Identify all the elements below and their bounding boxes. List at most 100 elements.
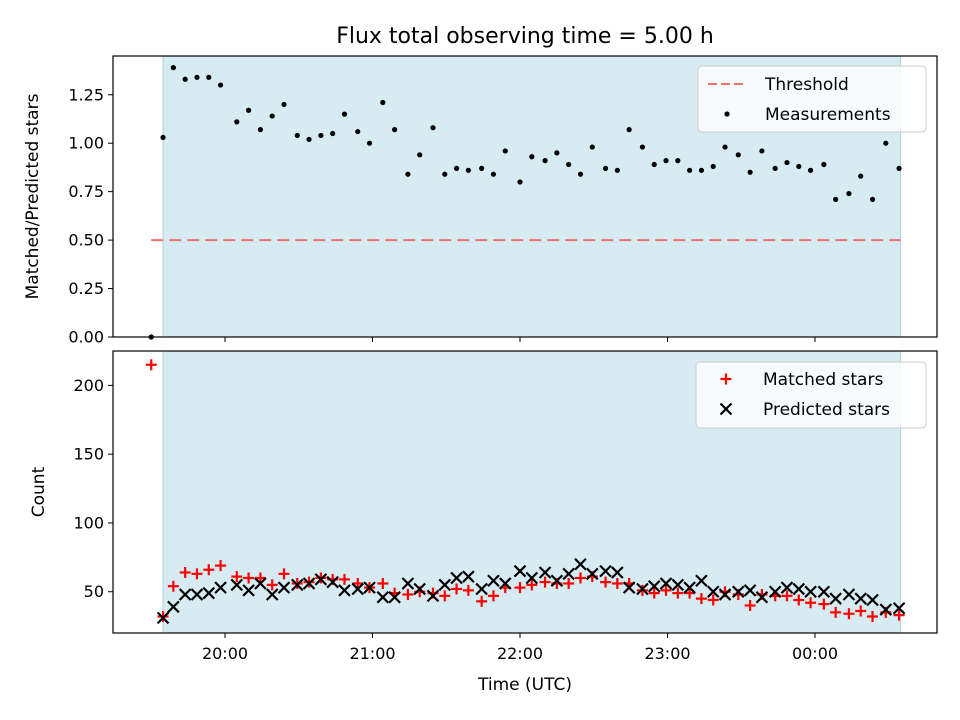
- predicted-star-point: [866, 593, 879, 607]
- y-tick-label: 0.00: [68, 328, 104, 347]
- predicted-star-point: [599, 564, 612, 578]
- top-panel: 0.00 0.25 0.50 0.75 1.00 1.25 Matched/Predict…: [23, 55, 938, 347]
- matched-star-point: [451, 583, 463, 595]
- predicted-star-point: [695, 574, 708, 588]
- x-tick-label: 21:00: [349, 644, 395, 663]
- predicted-star-point: [190, 588, 204, 601]
- measurement-point: [405, 171, 411, 177]
- matched-star-point: [600, 576, 612, 588]
- matched-star-point: [672, 587, 684, 599]
- predicted-star-point: [450, 571, 463, 585]
- y-tick-label: 100: [73, 513, 104, 532]
- top-axes-frame: [112, 55, 938, 338]
- measurement-point: [614, 167, 620, 173]
- matched-star-point: [648, 587, 660, 599]
- predicted-star-point: [413, 582, 426, 596]
- matched-star-point: [867, 610, 879, 622]
- bottom-y-ticks: 50 100 150 200: [73, 376, 113, 601]
- matched-star-point: [352, 577, 364, 589]
- predicted-star-point: [487, 574, 500, 588]
- matched-star-point: [179, 566, 191, 578]
- matched-star-point: [254, 572, 266, 584]
- measurement-point: [687, 167, 693, 173]
- measurement-point: [453, 165, 460, 171]
- predicted-star-point: [842, 588, 856, 601]
- matched-star-point: [781, 590, 793, 602]
- top-legend: Threshold Measurements: [697, 65, 927, 133]
- legend-predicted-swatch: [719, 402, 733, 416]
- measurement-point: [602, 165, 609, 171]
- x-tick-label: 22:00: [497, 644, 543, 663]
- predicted-star-point: [254, 577, 267, 590]
- predicted-star-point: [302, 577, 316, 590]
- measurement-point: [490, 171, 497, 177]
- predicted-star-point: [755, 590, 769, 604]
- measurement-point: [869, 196, 876, 203]
- measurement-point: [355, 128, 361, 135]
- predicted-star-point: [351, 582, 365, 596]
- measurement-point: [257, 127, 263, 133]
- bottom-y-axis-label: Count: [29, 466, 49, 517]
- predicted-star-point: [326, 575, 339, 589]
- bottom-axes-frame: [112, 350, 938, 634]
- measurement-point: [554, 150, 560, 156]
- top-legend-box: [697, 65, 927, 133]
- measurement-point: [796, 163, 802, 170]
- matched-star-point: [793, 594, 805, 606]
- matched-star-point: [476, 595, 488, 607]
- bottom-panel: 50 100 150 200 20:00 21:00 22:00 23:00 00:00 Co…: [29, 350, 938, 695]
- measurement-point: [330, 130, 336, 137]
- predicted-star-point: [718, 588, 732, 601]
- predicted-star-point: [611, 566, 624, 579]
- measurement-point: [675, 158, 681, 164]
- predicted-star-point: [683, 581, 696, 594]
- predicted-star-point: [829, 592, 842, 605]
- predicted-star-point: [780, 581, 794, 594]
- measurement-point: [417, 152, 423, 158]
- measurement-point: [772, 165, 778, 171]
- measurement-point: [281, 101, 287, 108]
- predicted-star-point: [585, 567, 599, 581]
- y-tick-label: 0.75: [68, 182, 104, 201]
- predicted-star-point: [732, 585, 745, 599]
- measurement-point: [465, 167, 471, 173]
- matched-star-point: [145, 359, 157, 371]
- bottom-legend-box: [695, 361, 927, 429]
- legend-x-marker: [719, 402, 733, 416]
- measurement-point: [517, 179, 523, 185]
- legend-matched-label: Matched stars: [763, 370, 883, 390]
- predicted-star-point: [277, 581, 291, 594]
- predicted-star-point: [550, 574, 564, 588]
- y-tick-label: 1.00: [68, 134, 104, 153]
- measurement-point: [269, 113, 275, 119]
- predicted-star-point: [574, 557, 587, 571]
- measurement-point: [722, 144, 728, 150]
- matched-star-point: [215, 560, 227, 572]
- matched-star-point: [563, 577, 575, 589]
- measurement-point: [698, 167, 705, 173]
- matched-star-point: [660, 584, 672, 596]
- measurement-point: [246, 107, 252, 113]
- matched-star-point: [439, 590, 451, 602]
- measurement-point: [651, 161, 657, 168]
- matched-star-point: [203, 564, 215, 576]
- predicted-star-point: [513, 564, 527, 578]
- predicted-star-point: [214, 581, 227, 594]
- measurement-point: [294, 132, 300, 139]
- legend-measurements-label: Measurements: [765, 105, 891, 125]
- matched-star-point: [893, 609, 905, 621]
- measurement-point: [366, 140, 373, 146]
- predicted-star-point: [156, 611, 170, 625]
- predicted-star-point: [438, 578, 452, 592]
- predicted-star-point: [792, 582, 806, 596]
- y-tick-label: 0.50: [68, 231, 104, 250]
- predicted-star-point: [338, 584, 351, 597]
- measurement-point: [566, 161, 572, 168]
- predicted-star-point: [462, 570, 475, 583]
- predicted-star-point: [768, 585, 782, 599]
- predicted-star-point: [475, 582, 488, 596]
- predicted-stars-points: [156, 557, 906, 625]
- measurement-point: [502, 148, 508, 154]
- predicted-star-point: [376, 590, 390, 604]
- predicted-star-point: [879, 603, 893, 616]
